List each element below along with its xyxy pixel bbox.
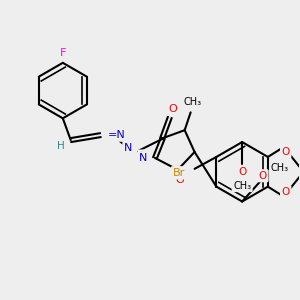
Text: O: O bbox=[175, 175, 184, 185]
Text: N: N bbox=[124, 143, 132, 153]
Text: H: H bbox=[136, 151, 144, 161]
Text: O: O bbox=[168, 104, 177, 114]
Text: O: O bbox=[282, 147, 290, 157]
Text: CH₃: CH₃ bbox=[184, 98, 202, 107]
Text: Br: Br bbox=[172, 168, 185, 178]
Text: N: N bbox=[139, 153, 147, 163]
Text: O: O bbox=[282, 187, 290, 196]
Text: CH₃: CH₃ bbox=[233, 181, 251, 191]
Text: =N: =N bbox=[107, 130, 125, 140]
Text: CH₃: CH₃ bbox=[271, 163, 289, 173]
Text: F: F bbox=[60, 48, 66, 58]
Text: O: O bbox=[259, 171, 267, 181]
Text: O: O bbox=[238, 167, 246, 177]
Text: H: H bbox=[57, 141, 65, 151]
